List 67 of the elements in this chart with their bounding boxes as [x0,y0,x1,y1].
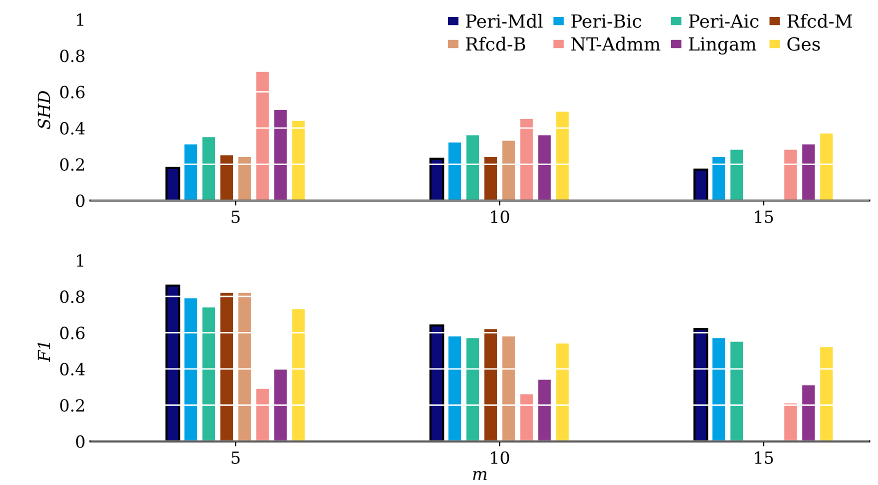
y-tick-label: 0.8 [60,290,84,304]
y-axis-title: F1 [38,343,50,362]
bar [802,385,815,442]
bar [820,347,833,442]
bar [484,329,497,442]
legend-label: Rfcd-M [787,14,852,28]
bar [238,157,251,200]
bar [202,137,216,200]
bar [274,368,287,442]
bar [556,112,569,200]
bar [502,336,515,442]
x-axis-title: m [473,470,487,480]
y-tick-label: 0 [76,435,84,448]
y-tick-label: 0.2 [60,158,84,171]
bar [202,307,216,442]
legend-label: Peri-Mdl [466,14,543,28]
bar [466,135,480,200]
y-tick-label: 0.2 [60,399,84,412]
x-tick-label: 10 [491,210,510,224]
legend-label: Lingam [688,37,756,55]
bar [292,120,305,200]
bar [256,72,269,200]
bar [448,142,462,200]
bar [292,309,305,442]
bar [484,157,497,200]
legend-label: Peri-Bic [571,14,642,28]
y-tick-label: 1 [77,254,84,267]
bar [274,110,287,200]
bar [466,338,480,442]
bar [184,298,198,442]
legend-label: Rfcd-B [466,36,526,51]
y-tick-label: 0.6 [60,326,85,340]
y-tick-label: 0.4 [60,362,85,376]
y-tick-label: 0.8 [60,50,84,62]
x-tick-label: 5 [232,210,240,224]
bar [730,342,744,442]
y-tick-label: 1 [77,13,84,26]
bar [448,336,462,442]
bar [730,150,744,200]
bar [220,155,233,200]
bar [784,150,797,200]
legend-label: Peri-Aic [688,14,759,28]
x-tick-label: 5 [232,452,240,464]
bar [520,394,533,442]
bar [712,157,726,200]
y-tick-label: 0.4 [60,122,85,135]
bar [802,144,815,200]
x-tick-label: 15 [755,451,773,464]
bar [502,140,515,200]
x-tick-label: 15 [755,210,773,224]
legend-label: NT-Admm [571,36,660,51]
bar [784,403,797,442]
y-tick-label: 0 [76,194,84,208]
bar [238,292,251,442]
bar [538,380,551,442]
bar [556,344,569,442]
x-tick-label: 10 [491,451,510,464]
bar [220,292,233,442]
bar [256,388,269,442]
bar [538,135,551,200]
bar [712,338,726,442]
legend-label: Ges [787,37,820,51]
bar [184,144,198,200]
bar [520,119,533,200]
y-tick-label: 0.6 [60,86,85,98]
y-axis-title: SHD [38,91,50,130]
bar [820,133,833,200]
